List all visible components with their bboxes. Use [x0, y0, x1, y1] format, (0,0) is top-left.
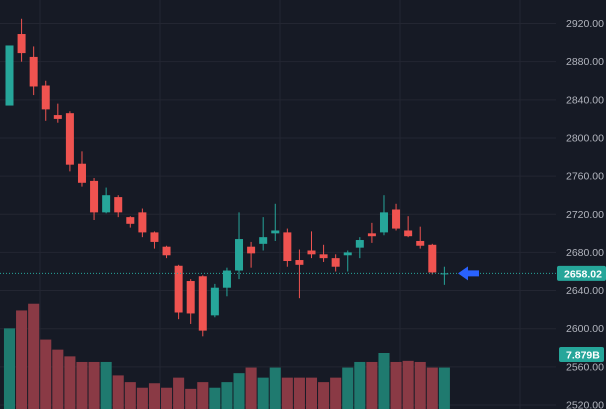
y-tick-label: 2520.00: [566, 400, 604, 409]
candle-body[interactable]: [53, 115, 62, 119]
volume-bar: [281, 377, 293, 409]
y-tick-label: 2680.00: [566, 247, 604, 259]
volume-bar: [342, 367, 354, 409]
volume-bar: [438, 367, 450, 409]
volume-bar: [185, 388, 197, 409]
y-tick-label: 2640.00: [566, 285, 604, 297]
volume-bar: [64, 356, 76, 409]
volume-bar: [173, 377, 185, 409]
volume-bar: [414, 361, 426, 409]
candle-body[interactable]: [367, 233, 376, 237]
candle-body[interactable]: [210, 287, 219, 316]
y-tick-label: 2720.00: [566, 209, 604, 221]
y-tick-label: 2600.00: [566, 323, 604, 335]
candle-body[interactable]: [355, 240, 364, 248]
y-tick-label: 2880.00: [566, 56, 604, 68]
candle-body[interactable]: [162, 246, 171, 256]
volume-bar: [124, 382, 136, 409]
candle-body[interactable]: [271, 230, 280, 234]
volume-bar: [3, 328, 16, 409]
last-volume-label: 7.879B: [566, 350, 600, 362]
volume-bar: [76, 361, 88, 409]
candle-body[interactable]: [416, 240, 425, 246]
candle-body[interactable]: [102, 195, 111, 213]
candle-body[interactable]: [247, 246, 256, 254]
volume-bar: [354, 361, 366, 409]
volume-bar: [16, 310, 28, 409]
candles: [5, 18, 449, 337]
volume-bar: [245, 367, 257, 409]
volume-bar: [378, 353, 390, 409]
last-volume-badge: 7.879B: [559, 347, 604, 362]
volume-bar: [305, 377, 318, 409]
y-tick-label: 2800.00: [566, 132, 604, 144]
candle-body[interactable]: [198, 276, 207, 331]
y-tick-label: 2920.00: [566, 18, 604, 30]
y-tick-label: 2760.00: [566, 171, 604, 183]
volume-bar: [88, 361, 100, 409]
candle-body[interactable]: [114, 197, 123, 213]
candle-body[interactable]: [150, 232, 159, 242]
candle-body[interactable]: [29, 56, 38, 87]
volume-bar: [221, 382, 233, 409]
volume-bar: [233, 373, 245, 409]
arrow-left-icon: [458, 266, 479, 281]
candle-body[interactable]: [126, 217, 135, 224]
candle-body[interactable]: [319, 254, 328, 259]
candle-body[interactable]: [90, 180, 99, 213]
candle-body[interactable]: [331, 258, 340, 267]
volume-bar: [318, 382, 330, 409]
candle-body[interactable]: [5, 45, 14, 106]
y-tick-label: 2840.00: [566, 94, 604, 106]
last-price-badge: 2658.02: [557, 265, 606, 281]
volume-bar: [161, 387, 173, 409]
last-price-label: 2658.02: [564, 268, 602, 280]
candle-body[interactable]: [404, 230, 413, 237]
candle-body[interactable]: [138, 212, 147, 233]
y-tick-label: 2560.00: [566, 361, 604, 373]
volume-bar: [209, 387, 221, 409]
volume-bar: [40, 339, 52, 409]
volume-bar: [257, 377, 269, 409]
candle-body[interactable]: [307, 250, 316, 255]
volume-bar: [136, 387, 148, 409]
volume-bar: [112, 375, 124, 409]
volume-bar: [293, 377, 305, 409]
candle-body[interactable]: [186, 281, 195, 314]
candle-body[interactable]: [283, 232, 292, 261]
candle-body[interactable]: [41, 85, 50, 110]
candle-body[interactable]: [174, 265, 183, 313]
volume-bar: [148, 383, 160, 409]
volume-bar: [28, 303, 40, 409]
candle-body[interactable]: [343, 252, 352, 256]
price-axis[interactable]: 2920.00 2880.00 2840.00 2800.00 2760.00 2720.…: [566, 18, 604, 409]
volume-bars: [3, 303, 450, 409]
volume-bar: [197, 382, 209, 409]
candle-body[interactable]: [379, 212, 388, 233]
candle-body[interactable]: [235, 239, 244, 271]
volume-bar: [330, 377, 342, 409]
volume-bar: [100, 361, 112, 409]
candle-body[interactable]: [77, 163, 86, 183]
volume-bar: [402, 360, 414, 409]
candle-body[interactable]: [17, 34, 26, 54]
volume-bar: [366, 361, 378, 409]
last-price-badge-bg: [557, 265, 606, 281]
volume-bar: [269, 367, 281, 409]
volume-bar: [52, 349, 64, 409]
last-volume-badge-bg: [559, 347, 604, 362]
volume-bar: [426, 367, 438, 409]
candle-body[interactable]: [259, 237, 268, 244]
candle-body[interactable]: [222, 270, 231, 288]
candle-body[interactable]: [392, 209, 401, 229]
volume-bar: [390, 361, 402, 409]
candle-body[interactable]: [65, 113, 74, 165]
candle-body[interactable]: [428, 244, 437, 273]
candle-body[interactable]: [295, 260, 304, 265]
